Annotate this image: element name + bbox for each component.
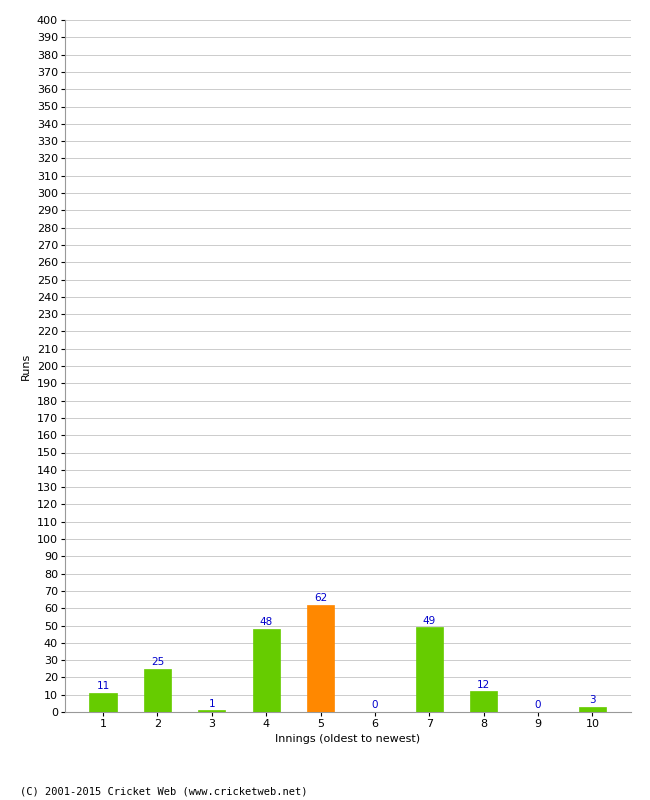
Bar	[253, 629, 280, 712]
X-axis label: Innings (oldest to newest): Innings (oldest to newest)	[275, 734, 421, 745]
Y-axis label: Runs: Runs	[21, 352, 31, 380]
Bar	[470, 691, 497, 712]
Text: 25: 25	[151, 657, 164, 667]
Text: 49: 49	[422, 615, 436, 626]
Bar	[579, 707, 606, 712]
Bar	[198, 710, 226, 712]
Bar	[90, 693, 116, 712]
Bar	[416, 627, 443, 712]
Text: (C) 2001-2015 Cricket Web (www.cricketweb.net): (C) 2001-2015 Cricket Web (www.cricketwe…	[20, 786, 307, 796]
Text: 3: 3	[589, 695, 596, 705]
Text: 0: 0	[535, 700, 541, 710]
Text: 11: 11	[96, 682, 110, 691]
Text: 48: 48	[259, 618, 273, 627]
Bar	[144, 669, 171, 712]
Bar	[307, 605, 334, 712]
Text: 1: 1	[209, 698, 215, 709]
Text: 12: 12	[477, 679, 490, 690]
Text: 62: 62	[314, 593, 327, 603]
Text: 0: 0	[372, 700, 378, 710]
